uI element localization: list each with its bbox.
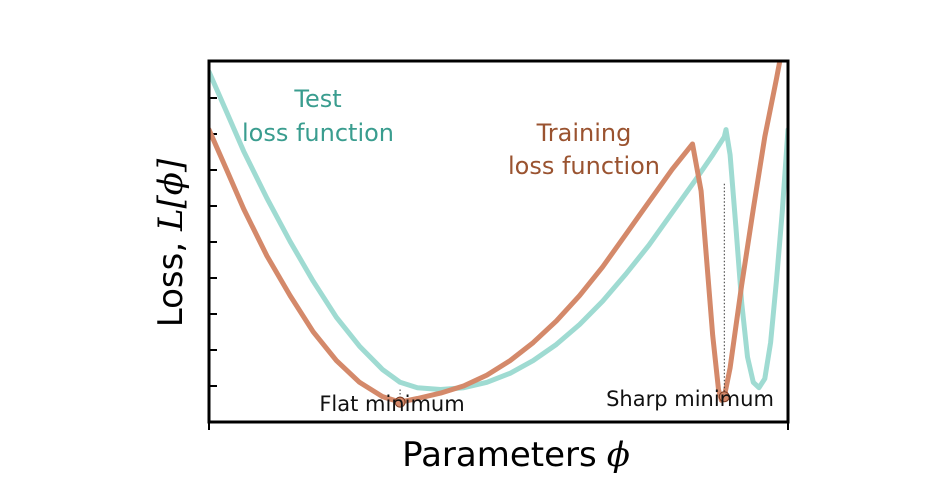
flat-minimum-label: Flat minimum (319, 392, 464, 416)
test-loss-curve (209, 69, 788, 392)
x-axis-label: Parameters ϕ (402, 435, 630, 475)
x-axis-symbol: ϕ (607, 435, 630, 475)
test-loss-label-line2: loss function (242, 119, 394, 147)
sharp-minimum-marker (718, 391, 730, 403)
training-loss-label-line1: Training (536, 119, 632, 147)
sharp-minimum-label: Sharp minimum (606, 387, 774, 411)
training-loss-label-line2: loss function (508, 152, 660, 180)
flat-minimum-marker (394, 396, 406, 408)
y-axis-math: L[ϕ] (151, 158, 191, 232)
y-axis-label-text: Loss, (151, 231, 191, 327)
y-axis-label: Loss, L[ϕ] (151, 158, 191, 327)
x-axis-label-text: Parameters (402, 435, 597, 475)
plot-frame (207, 59, 790, 424)
training-loss-curve (209, 61, 783, 405)
test-loss-label-line1: Test (293, 85, 341, 113)
